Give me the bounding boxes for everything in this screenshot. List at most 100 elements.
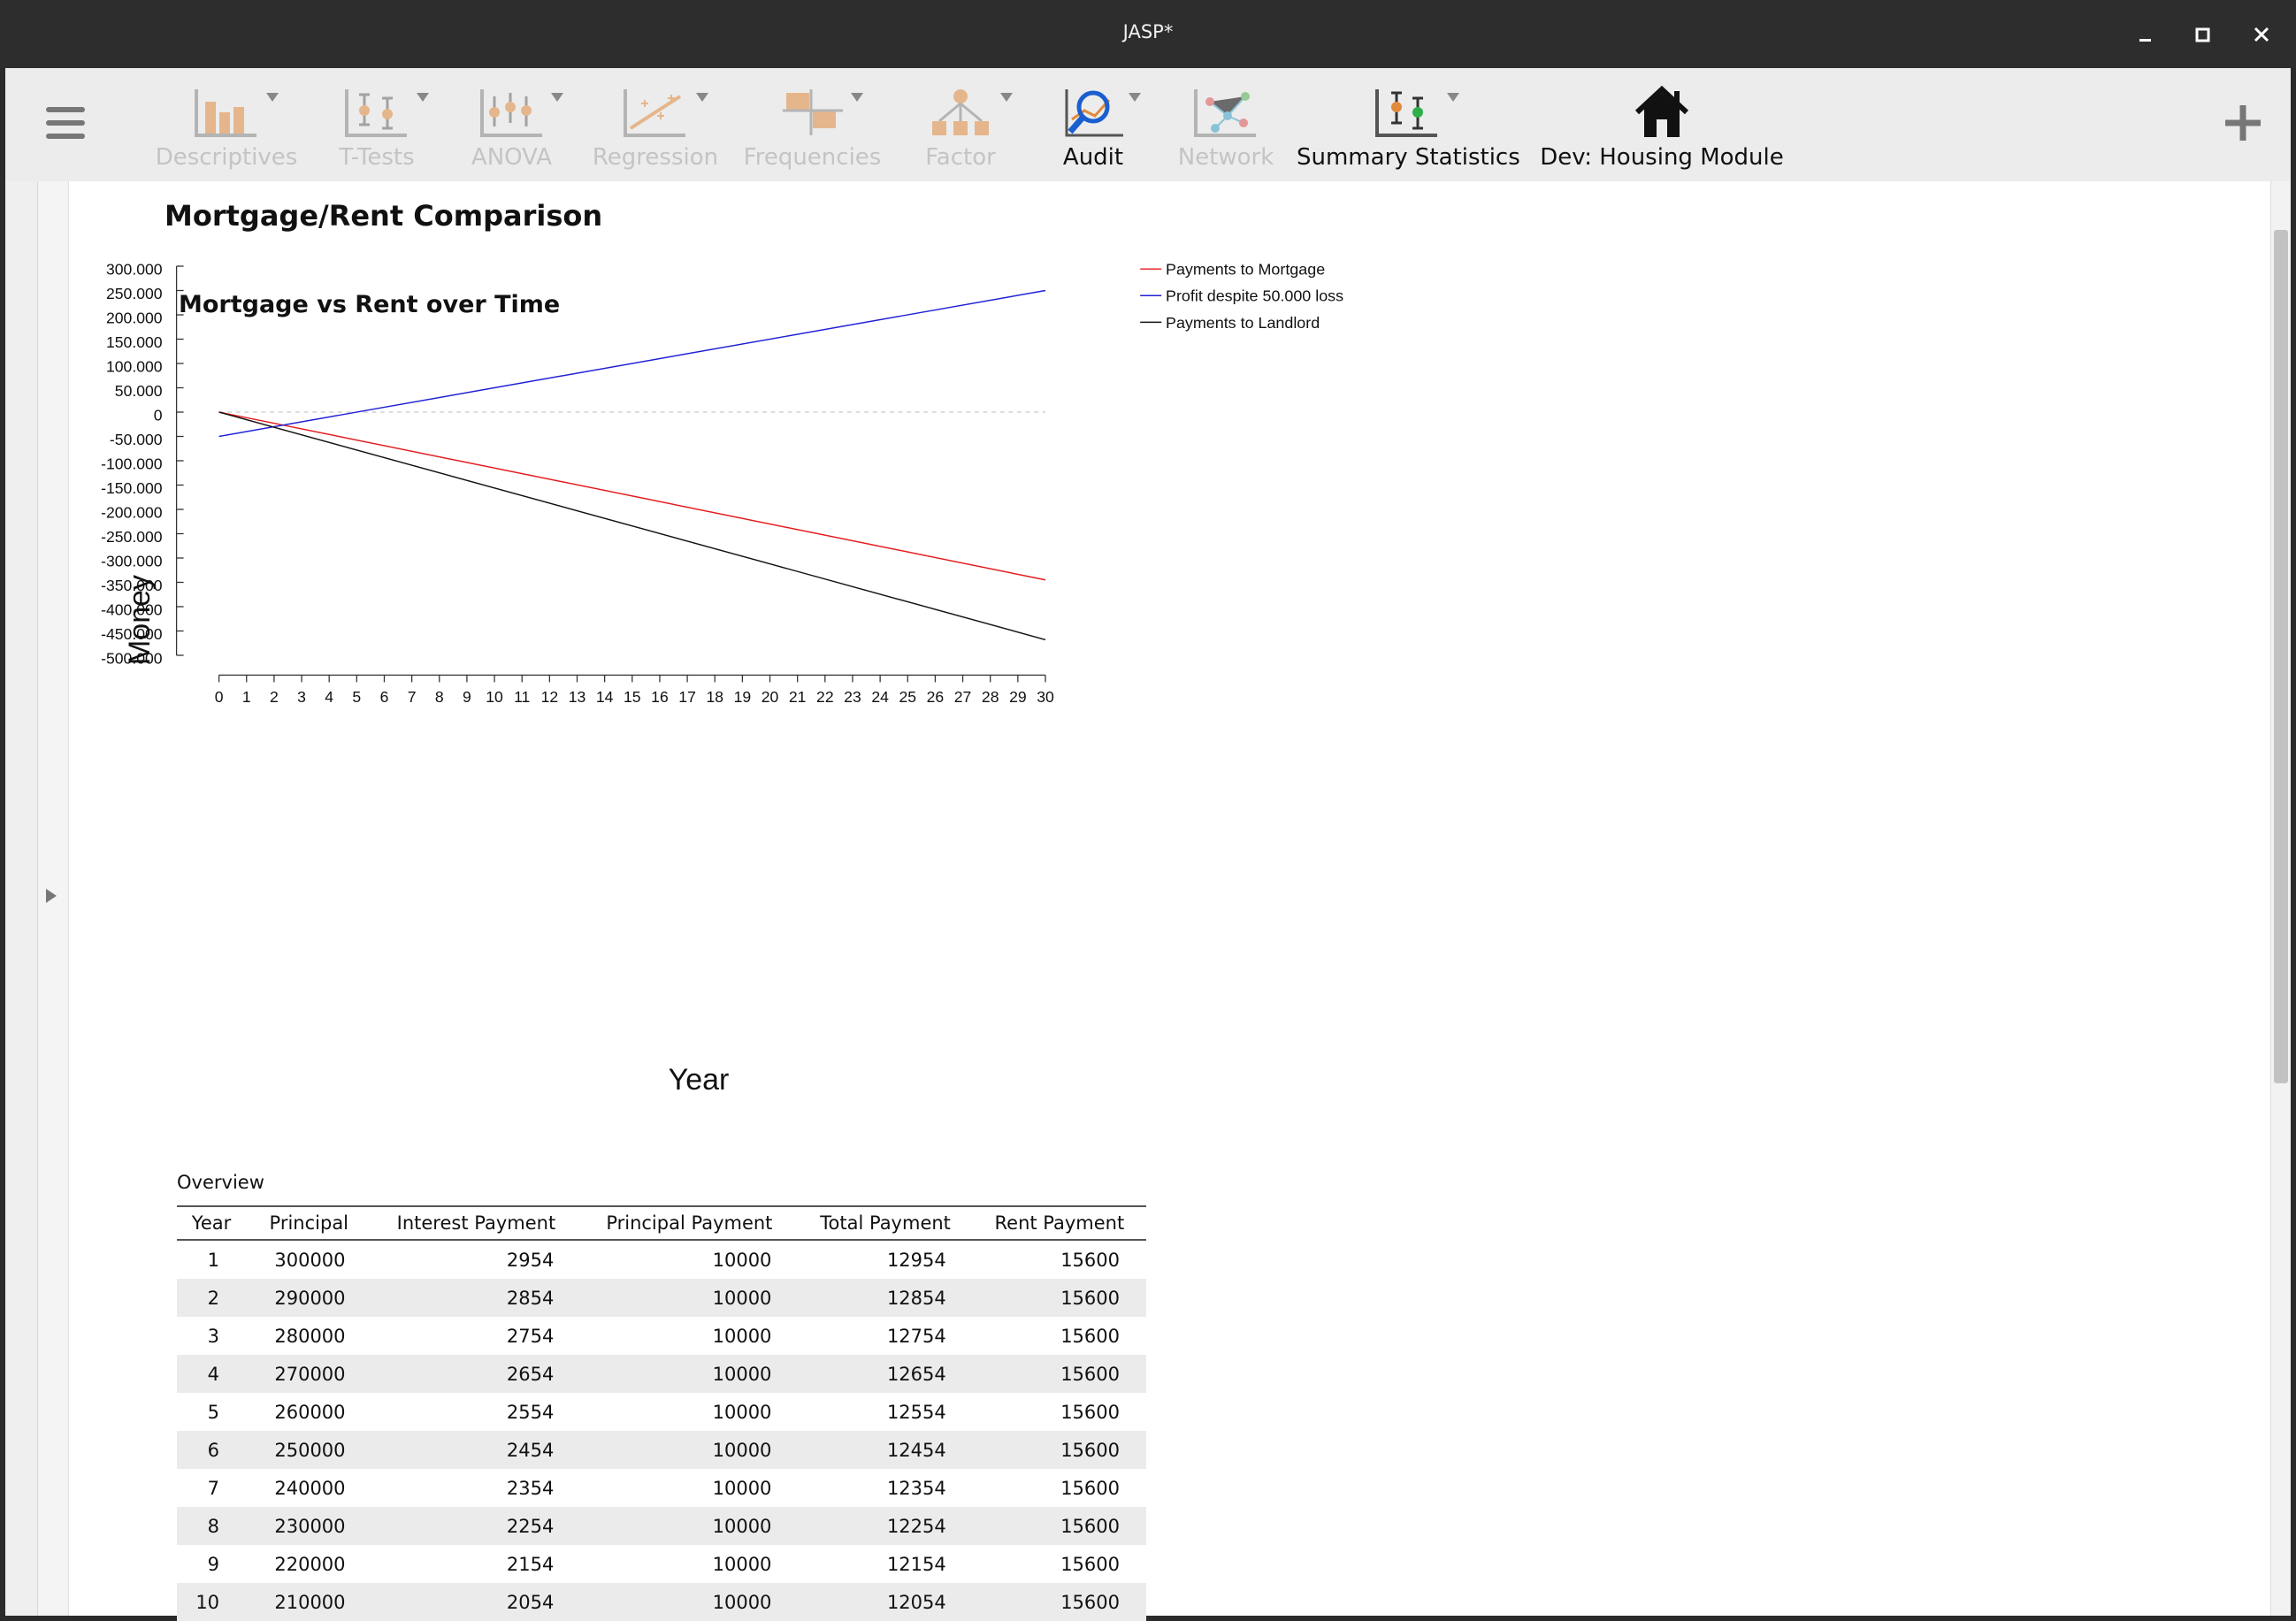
ribbon-housing-module-button[interactable]: Dev: Housing Module bbox=[1534, 77, 1790, 176]
table-cell: 15600 bbox=[972, 1583, 1146, 1621]
maximize-button[interactable] bbox=[2180, 12, 2224, 57]
overview-table: Year Principal Interest Payment Principal P… bbox=[177, 1205, 1146, 1621]
ribbon-anova-button[interactable]: ANOVA bbox=[452, 77, 571, 176]
x-tick-label: 22 bbox=[816, 688, 834, 706]
x-tick-label: 5 bbox=[352, 688, 361, 706]
ribbon-label: Audit bbox=[1062, 144, 1124, 171]
x-tick-label: 30 bbox=[1037, 688, 1054, 706]
table-cell: 12554 bbox=[886, 1401, 946, 1423]
x-tick-label: 13 bbox=[569, 688, 586, 706]
table-row: 1 300000 2954 10000 12954 15600 bbox=[177, 1240, 1146, 1279]
chevron-down-icon bbox=[266, 93, 279, 102]
anova-icon bbox=[479, 89, 542, 137]
frequencies-icon bbox=[782, 89, 843, 135]
table-cell: 2 bbox=[177, 1279, 247, 1317]
chevron-down-icon bbox=[417, 93, 429, 102]
column-header: Principal Payment bbox=[580, 1205, 799, 1241]
y-tick-label: 300.000 bbox=[106, 261, 163, 279]
y-tick-label: -450.000 bbox=[101, 625, 163, 643]
table-cell: 230000 bbox=[246, 1507, 372, 1545]
table-body: 1 300000 2954 10000 12954 15600 2 290000 2854 100… bbox=[177, 1240, 1146, 1621]
table-row: 2 290000 2854 10000 12854 15600 bbox=[177, 1279, 1146, 1317]
hamburger-icon bbox=[46, 107, 85, 139]
y-tick-label: 50.000 bbox=[115, 382, 163, 400]
add-module-button[interactable] bbox=[2216, 96, 2269, 149]
ribbon-factor-button[interactable]: Factor bbox=[903, 77, 1018, 176]
y-tick-label: 150.000 bbox=[106, 333, 163, 351]
table-cell: 2454 bbox=[371, 1431, 581, 1469]
ribbon-frequencies-button[interactable]: Frequencies bbox=[739, 77, 885, 176]
table-cell: 4 bbox=[177, 1355, 247, 1393]
scrollbar-thumb[interactable] bbox=[2274, 230, 2288, 1083]
table-row: 7 240000 2354 10000 12354 15600 bbox=[177, 1469, 1146, 1507]
x-tick-label: 11 bbox=[514, 688, 530, 706]
vertical-scrollbar[interactable] bbox=[2270, 181, 2291, 1616]
table-cell: 12754 bbox=[886, 1325, 946, 1347]
column-header: Total Payment bbox=[798, 1205, 973, 1241]
minimize-button[interactable] bbox=[2123, 12, 2167, 57]
x-tick-label: 21 bbox=[789, 688, 807, 706]
y-tick-label: 0 bbox=[154, 407, 163, 424]
y-axis-label: Money bbox=[123, 575, 157, 665]
table-cell: 10000 bbox=[580, 1355, 799, 1393]
divider bbox=[37, 181, 38, 1616]
ribbon-descriptives-button[interactable]: Descriptives bbox=[151, 77, 302, 176]
expand-panel-arrow-icon[interactable] bbox=[46, 889, 57, 903]
ribbon-label: T-Tests bbox=[339, 144, 415, 171]
x-tick-label: 18 bbox=[706, 688, 723, 706]
table-cell: 10000 bbox=[712, 1553, 772, 1575]
maximize-icon bbox=[2195, 27, 2210, 42]
series-line-3 bbox=[218, 411, 1046, 641]
chart-title: Mortgage vs Rent over Time bbox=[179, 291, 561, 318]
main-menu-button[interactable] bbox=[39, 96, 92, 149]
ribbon-audit-button[interactable]: Audit bbox=[1040, 77, 1146, 176]
window-title: JASP* bbox=[1122, 21, 1174, 42]
ribbon-label: Summary Statistics bbox=[1297, 144, 1520, 171]
title-bar: JASP* bbox=[0, 0, 2296, 68]
x-tick-label: 28 bbox=[982, 688, 999, 706]
y-tick-label: -500.000 bbox=[101, 650, 163, 668]
y-tick-label: -250.000 bbox=[101, 528, 163, 546]
x-tick-label: 8 bbox=[435, 688, 444, 706]
table-cell: 2554 bbox=[506, 1401, 555, 1423]
x-tick-label: 24 bbox=[871, 688, 889, 706]
x-tick-label: 17 bbox=[678, 688, 696, 706]
x-tick-label: 4 bbox=[325, 688, 333, 706]
table-cell: 15600 bbox=[1060, 1325, 1120, 1347]
table-cell: 280000 bbox=[274, 1325, 346, 1347]
ribbon-label: Dev: Housing Module bbox=[1540, 144, 1784, 171]
ribbon-t-tests-button[interactable]: T-Tests bbox=[319, 77, 434, 176]
y-tick-label: -350.000 bbox=[101, 577, 163, 594]
table-row: 4 270000 2654 10000 12654 15600 bbox=[177, 1355, 1146, 1393]
close-icon bbox=[2254, 27, 2269, 42]
table-cell: 10000 bbox=[580, 1583, 799, 1621]
ribbon-regression-button[interactable]: Regression bbox=[585, 77, 726, 176]
table-cell: 15600 bbox=[1060, 1401, 1120, 1423]
x-tick-label: 23 bbox=[844, 688, 861, 706]
close-button[interactable] bbox=[2239, 12, 2284, 57]
table-caption: Overview bbox=[177, 1172, 264, 1193]
table-cell: 210000 bbox=[246, 1583, 372, 1621]
table-row: 9 220000 2154 10000 12154 15600 bbox=[177, 1545, 1146, 1583]
chevron-down-icon bbox=[1447, 93, 1459, 102]
y-tick-label: 250.000 bbox=[106, 285, 163, 302]
y-axis: 300.000 250.000 200.000 150.000 100.000 50.00… bbox=[101, 261, 184, 668]
ribbon-toolbar: Descriptives T-Tests ANOVA bbox=[5, 68, 2291, 182]
ribbon-summary-statistics-button[interactable]: Summary Statistics bbox=[1297, 77, 1520, 176]
legend-label-2: Profit despite 50.000 loss bbox=[1166, 287, 1343, 305]
x-tick-label: 0 bbox=[215, 688, 224, 706]
x-tick-label: 20 bbox=[762, 688, 779, 706]
table-cell: 240000 bbox=[274, 1477, 346, 1499]
x-tick-label: 15 bbox=[624, 688, 641, 706]
ribbon-network-button[interactable]: Network bbox=[1164, 77, 1288, 176]
x-tick-label: 27 bbox=[954, 688, 972, 706]
table-header-row: Year Principal Interest Payment Principal P… bbox=[177, 1205, 1146, 1241]
ribbon-label: ANOVA bbox=[471, 144, 553, 171]
table-cell: 10000 bbox=[712, 1401, 772, 1423]
table-cell: 2254 bbox=[371, 1507, 581, 1545]
ribbon-label: Descriptives bbox=[155, 144, 298, 171]
descriptives-icon bbox=[195, 89, 256, 137]
x-tick-label: 1 bbox=[242, 688, 251, 706]
y-tick-label: -150.000 bbox=[101, 479, 163, 497]
ribbon-label: Network bbox=[1177, 144, 1274, 171]
